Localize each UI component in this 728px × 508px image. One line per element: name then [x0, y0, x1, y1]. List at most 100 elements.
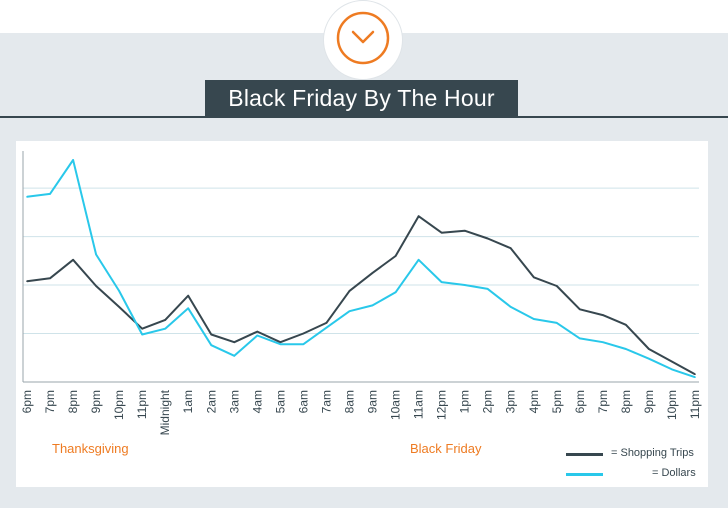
- data-point: [394, 255, 397, 257]
- x-tick-label: 8pm: [66, 390, 80, 413]
- data-point: [95, 285, 97, 287]
- data-point: [233, 341, 236, 344]
- legend-swatch-dollars: [566, 473, 603, 476]
- x-tick-label: 10pm: [665, 390, 679, 420]
- data-point: [486, 288, 489, 290]
- data-point: [256, 330, 259, 333]
- data-point: [141, 327, 143, 330]
- x-tick-label: 11am: [412, 390, 426, 419]
- x-tick-label: 11pm: [135, 390, 149, 419]
- data-point: [417, 215, 420, 218]
- data-point: [187, 294, 190, 297]
- data-point: [579, 337, 581, 340]
- header-badge: [323, 0, 403, 80]
- data-point: [694, 376, 696, 378]
- data-point: [555, 322, 558, 324]
- x-tick-label: 6pm: [573, 390, 587, 413]
- x-tick-label: 9pm: [89, 390, 103, 413]
- x-tick-label: 3am: [227, 390, 241, 413]
- data-point: [233, 355, 236, 357]
- data-point: [164, 319, 167, 321]
- x-tick-label: 2pm: [481, 390, 495, 413]
- data-point: [279, 343, 282, 345]
- data-point: [532, 318, 535, 320]
- data-point: [118, 306, 120, 308]
- data-point: [72, 259, 74, 261]
- data-point: [325, 326, 328, 329]
- x-tick-label: 4am: [250, 390, 264, 413]
- x-tick-label: 9pm: [642, 390, 656, 413]
- x-tick-label: 8pm: [619, 390, 633, 413]
- data-point: [164, 327, 167, 330]
- data-point: [26, 280, 28, 282]
- data-point: [602, 341, 604, 344]
- data-point: [671, 360, 673, 363]
- data-point: [694, 373, 696, 376]
- data-point: [463, 284, 466, 286]
- chevron-down-circle-icon: [336, 11, 390, 65]
- page-title: Black Friday By The Hour: [205, 80, 518, 117]
- x-tick-label: 8am: [342, 390, 356, 413]
- x-tick-label: Midnight: [158, 389, 172, 435]
- data-point: [371, 304, 374, 307]
- data-point: [671, 368, 673, 371]
- data-point: [509, 247, 512, 249]
- x-tick-label: 3pm: [504, 390, 518, 413]
- data-point: [325, 322, 328, 324]
- data-point: [394, 291, 397, 294]
- data-point: [648, 357, 650, 360]
- data-point: [602, 314, 604, 316]
- line-chart: 6pm 7pm 8pm 9pm 10pm 11pm Midnight 1am 2am 3am 4am…: [20, 151, 702, 435]
- legend-swatch-shopping-trips: [566, 453, 603, 456]
- data-point: [509, 306, 512, 308]
- data-point: [118, 290, 120, 292]
- data-point: [440, 281, 443, 283]
- data-point: [49, 277, 51, 280]
- data-point: [49, 193, 51, 195]
- x-tick-label: 9am: [366, 390, 380, 413]
- data-point: [302, 343, 305, 345]
- data-point: [279, 341, 282, 344]
- x-tick-label: 2am: [204, 390, 218, 413]
- data-point: [348, 310, 351, 313]
- data-point: [440, 231, 443, 234]
- data-point: [348, 290, 351, 292]
- data-point: [625, 348, 627, 350]
- data-point: [371, 272, 374, 274]
- data-point: [625, 323, 627, 326]
- data-point: [463, 229, 466, 232]
- header-divider: [0, 116, 728, 118]
- x-tick-label: 6pm: [20, 390, 34, 413]
- data-point: [72, 159, 74, 161]
- group-label-black-friday: Black Friday: [410, 441, 482, 456]
- x-tick-label: 11pm: [688, 390, 702, 419]
- x-tick-label: 4pm: [527, 390, 541, 413]
- chart-card: 6pm 7pm 8pm 9pm 10pm 11pm Midnight 1am 2am 3am 4am…: [16, 141, 708, 487]
- data-point: [532, 276, 535, 279]
- series-line-dollars: [26, 159, 696, 379]
- series-line-shopping-trips: [26, 215, 696, 376]
- x-tick-label: 12pm: [435, 390, 449, 420]
- x-tick-label: 10pm: [112, 390, 126, 420]
- data-point: [187, 307, 190, 310]
- x-tick-label: 6am: [296, 390, 310, 413]
- data-point: [95, 253, 97, 256]
- data-point: [486, 237, 489, 240]
- x-tick-label: 5pm: [550, 390, 564, 413]
- legend-label-dollars: = Dollars: [652, 467, 696, 479]
- x-tick-label: 1pm: [458, 390, 472, 413]
- data-point: [579, 308, 581, 311]
- x-tick-label: 5am: [273, 390, 287, 413]
- data-point: [302, 332, 305, 335]
- x-tick-label: 7am: [319, 390, 333, 413]
- x-tick-label: 7pm: [596, 390, 610, 413]
- data-point: [555, 285, 558, 287]
- data-point: [210, 333, 213, 336]
- x-tick-label: 10am: [389, 390, 403, 420]
- data-point: [26, 196, 28, 198]
- data-point: [417, 259, 420, 261]
- x-tick-label: 1am: [181, 390, 195, 413]
- data-point: [210, 344, 213, 346]
- group-label-thanksgiving: Thanksgiving: [52, 441, 129, 456]
- data-point: [256, 334, 259, 337]
